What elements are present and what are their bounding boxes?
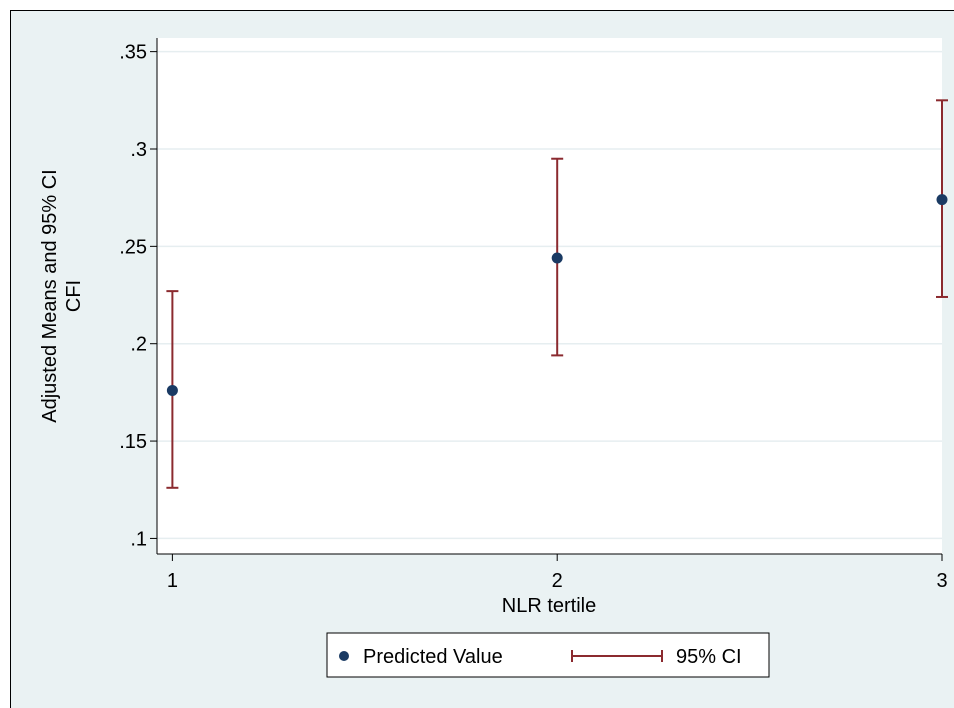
plot-area [157, 38, 942, 554]
y-tick-label: .2 [130, 334, 147, 356]
x-axis-label: NLR tertile [502, 595, 596, 617]
y-tick-label: .35 [119, 42, 147, 64]
x-tick-label: 1 [167, 570, 178, 592]
x-tick-label: 3 [936, 570, 947, 592]
y-tick-label: .15 [119, 431, 147, 453]
y-axis-label-line2: CFI [63, 280, 85, 312]
x-tick-label: 2 [552, 570, 563, 592]
legend-box [326, 632, 770, 678]
predicted-point [551, 252, 563, 264]
y-ticks: .1 .15 .2 .25 .3 .35 [119, 42, 157, 550]
x-ticks: 1 2 3 [167, 554, 948, 592]
y-tick-label: .25 [119, 236, 147, 258]
y-tick-label: .1 [130, 528, 147, 550]
predicted-point [936, 194, 948, 206]
legend-label-ci: 95% CI [676, 646, 742, 668]
legend-marker-ci [571, 650, 663, 662]
predicted-point [166, 384, 178, 396]
legend: Predicted Value 95% CI [326, 632, 770, 678]
predicted-points [166, 194, 948, 396]
gridlines [157, 50, 942, 540]
y-tick-label: .3 [130, 139, 147, 161]
y-axis-label-line1: Adjusted Means and 95% CI [39, 169, 61, 423]
legend-marker-predicted [339, 651, 349, 661]
legend-label-predicted: Predicted Value [363, 646, 503, 668]
